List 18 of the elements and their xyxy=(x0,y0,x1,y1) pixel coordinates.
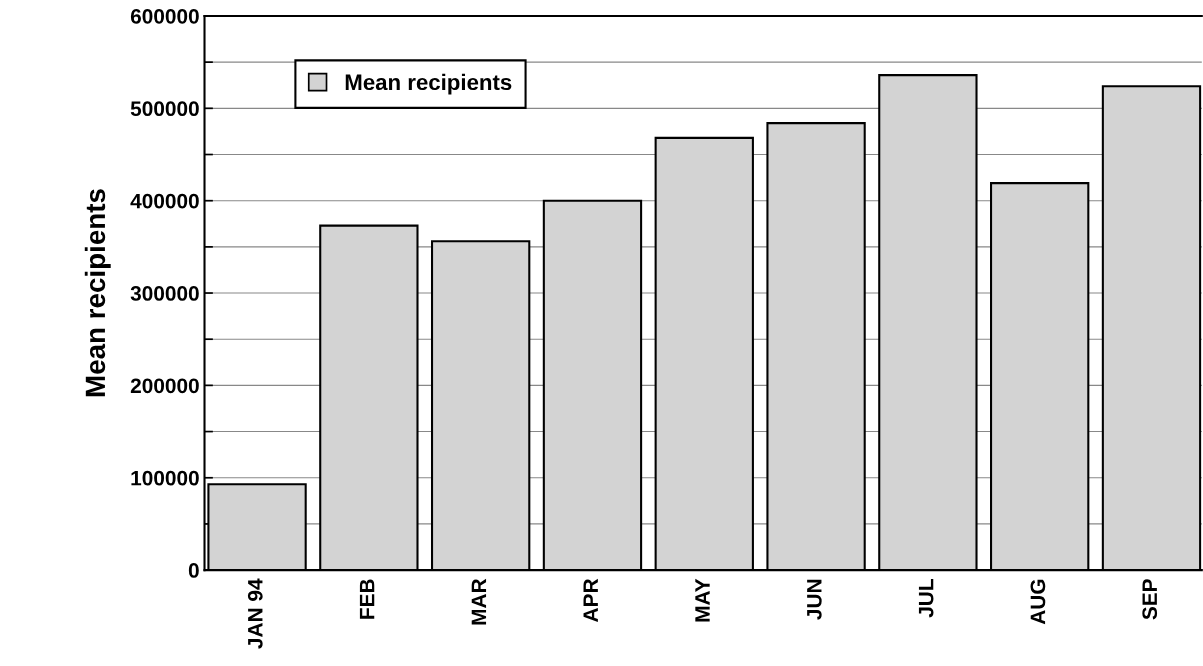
y-tick-label: 200000 xyxy=(130,378,199,394)
x-tick-label: APR xyxy=(583,578,598,622)
legend-label: Mean recipients xyxy=(345,73,512,95)
x-tick-label: SEP xyxy=(1142,579,1158,620)
x-tick-label: AUG xyxy=(1030,579,1046,625)
y-axis-title: Mean recipients xyxy=(84,189,111,397)
x-tick-label: JUL xyxy=(918,579,934,618)
x-tick-label: JAN 94 xyxy=(247,578,263,649)
x-tick-label: MAY xyxy=(695,578,710,622)
y-tick-label: 100000 xyxy=(131,470,199,486)
y-tick-label: 300000 xyxy=(130,286,199,301)
x-tick-label: FEB xyxy=(359,579,375,619)
y-tick-label: 0 xyxy=(188,563,199,578)
x-tick-label: MAR xyxy=(471,578,487,625)
y-tick-label: 400000 xyxy=(130,193,199,209)
y-tick-label: 500000 xyxy=(130,101,199,117)
y-tick-label: 600000 xyxy=(130,8,199,24)
x-tick-label: JUN xyxy=(807,579,822,620)
